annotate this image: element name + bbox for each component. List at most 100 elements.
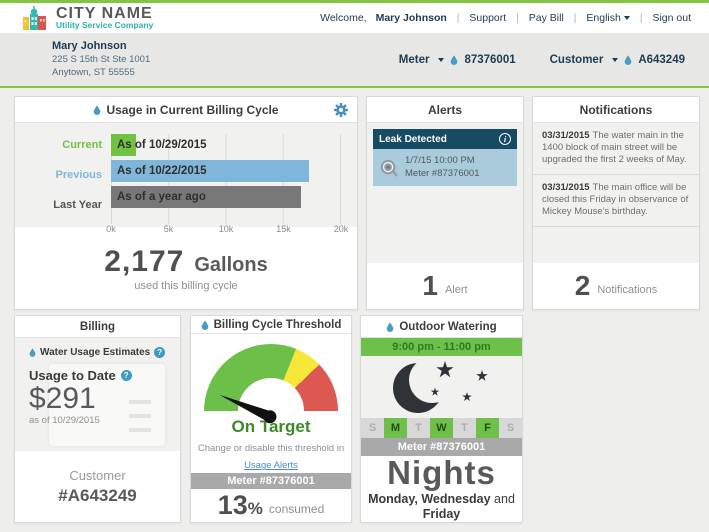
percent-sign: % [247, 499, 263, 518]
notifications-count: 2 [574, 270, 591, 301]
help-icon[interactable]: ? [154, 347, 166, 358]
receipt-graphic [49, 364, 165, 446]
receipt-line [129, 400, 151, 404]
usage-to-date-label: Usage to Date [29, 368, 116, 383]
notifications-list: 03/31/2015 The water main in the 1400 blo… [533, 123, 699, 263]
notification-date: 03/31/2015 [542, 182, 590, 193]
billing-as-of-date: as of 10/29/2015 [29, 415, 100, 426]
alerts-count-label: Alert [444, 284, 468, 296]
alerts-card: Alerts Leak Detected i 1/7/15 10:00 PM [366, 96, 524, 310]
usage-summary: 2,177 Gallons used this billing cycle [15, 227, 357, 309]
meter-id: 87376001 [464, 53, 516, 66]
usage-to-date-row: Usage to Date ? [29, 368, 180, 383]
watering-days-row: S M T W T F S [361, 418, 522, 438]
account-bar: Mary Johnson 225 S 15th St Ste 1001 Anyt… [0, 33, 709, 88]
meter-selector[interactable]: Meter 87376001 [399, 54, 516, 66]
chart-gridlines: As of 10/29/2015 As of 10/22/2015 As of … [111, 134, 341, 224]
alert-title: Leak Detected [379, 133, 447, 145]
chart-category-current: Current [62, 139, 102, 151]
gear-icon[interactable] [333, 102, 349, 118]
billing-card-title: Billing [15, 316, 180, 338]
alert-item[interactable]: Leak Detected i 1/7/15 10:00 PM Meter #8… [373, 129, 517, 186]
gauge-needle [219, 395, 277, 424]
day-saturday: S [506, 422, 515, 434]
support-link[interactable]: Support [469, 12, 507, 24]
usage-card: Usage in Current Billing Cycle Current P… [14, 96, 358, 310]
day-wednesday: W [430, 418, 453, 438]
customer-footer-label: Customer [69, 467, 126, 483]
threshold-percent-footer: 13% consumed [191, 489, 351, 522]
billing-amount: $291 [29, 382, 96, 415]
watering-card: Outdoor Watering 9:00 pm - 11:00 pm S M … [360, 315, 523, 523]
chart-bar-row: As of a year ago [111, 186, 340, 208]
day-thursday: T [461, 422, 468, 434]
usage-alerts-link[interactable]: Usage Alerts [244, 460, 298, 472]
x-tick: 20k [333, 224, 349, 234]
sign-out-link[interactable]: Sign out [652, 12, 691, 24]
account-info: Mary Johnson 225 S 15th St Ste 1001 Anyt… [52, 40, 150, 79]
chart-category-labels: Current Previous Last Year [15, 130, 111, 227]
water-drop-icon [624, 54, 632, 65]
meter-label: Meter [398, 53, 430, 66]
alert-meter: Meter #87376001 [405, 167, 480, 179]
billing-estimate-panel: Water Usage Estimates ? Usage to Date ? … [15, 338, 180, 451]
brand-logo[interactable]: CITY NAME Utility Service Company [22, 5, 153, 31]
notification-item: 03/31/2015 The water main in the 1400 blo… [533, 123, 699, 175]
nav-divider: | [573, 12, 577, 24]
schedule-days-and: and [494, 492, 515, 506]
nav-divider: | [516, 12, 519, 24]
consumed-label: consumed [268, 501, 325, 516]
watering-schedule-footer: Nights Monday, Wednesday and Friday [361, 456, 522, 522]
estimates-label: Water Usage Estimates [40, 347, 151, 358]
watering-meter-bar: Meter #87376001 [361, 438, 522, 456]
schedule-days-bold: Monday, Wednesday [368, 492, 491, 506]
notifications-card: Notifications 03/31/2015 The water main i… [532, 96, 700, 310]
alarm-bell-icon [380, 159, 398, 176]
chart-bar-row: As of 10/22/2015 [111, 160, 340, 182]
pay-bill-link[interactable]: Pay Bill [528, 12, 564, 24]
threshold-gauge-zone: On Target Change or disable this thresho… [191, 334, 351, 473]
nav-divider: | [456, 12, 460, 24]
help-icon[interactable]: ? [120, 370, 132, 381]
customer-footer-number: #A643249 [58, 485, 137, 505]
billing-content: Water Usage Estimates ? Usage to Date ? … [29, 347, 180, 426]
language-dropdown[interactable]: English [586, 12, 630, 24]
brand-tagline: Utility Service Company [56, 20, 154, 30]
water-drop-icon [451, 54, 458, 65]
account-name: Mary Johnson [52, 40, 127, 52]
customer-selector[interactable]: Customer A643249 [550, 54, 685, 66]
notifications-card-title: Notifications [533, 97, 699, 123]
brand-name: CITY NAME [56, 5, 153, 22]
schedule-days-friday: Friday [422, 507, 461, 521]
chevron-down-icon [623, 16, 630, 21]
x-tick: 10k [218, 224, 234, 234]
percent-value: 13 [217, 490, 248, 520]
percent-value-group: 13% [218, 490, 263, 521]
x-tick: 15k [276, 224, 291, 234]
threshold-meter-bar: Meter #87376001 [191, 473, 351, 489]
chevron-down-icon [438, 57, 445, 62]
account-address-1: 225 S 15th St Ste 1001 [52, 54, 151, 65]
bar-label-lastyear: As of a year ago [117, 191, 206, 203]
day-sunday: S [368, 422, 377, 434]
bar-previous[interactable] [111, 160, 310, 182]
threshold-card: Billing Cycle Threshold On Target Change… [190, 315, 352, 523]
customer-id: A643249 [638, 53, 685, 66]
notification-text: The main office will be closed this Frid… [542, 182, 689, 217]
top-header: CITY NAME Utility Service Company Welcom… [0, 0, 709, 33]
bar-lastyear[interactable] [111, 186, 302, 208]
day-friday: F [476, 418, 499, 438]
welcome-text: Welcome, [320, 12, 367, 24]
day-monday: M [384, 418, 407, 438]
bar-current[interactable] [111, 134, 136, 156]
alert-item-body: 1/7/15 10:00 PM Meter #87376001 [373, 149, 517, 186]
account-selectors: Meter 87376001 Customer A643249 [399, 54, 685, 66]
watering-card-title: Outdoor Watering [361, 316, 522, 338]
info-icon[interactable]: i [499, 133, 511, 145]
x-tick: 5k [163, 224, 174, 234]
receipt-line [129, 428, 151, 432]
water-usage-estimates-row: Water Usage Estimates ? [29, 347, 180, 358]
threshold-card-title: Billing Cycle Threshold [191, 316, 351, 335]
notifications-count-label: Notifications [597, 284, 658, 296]
city-buildings-icon [23, 6, 46, 30]
